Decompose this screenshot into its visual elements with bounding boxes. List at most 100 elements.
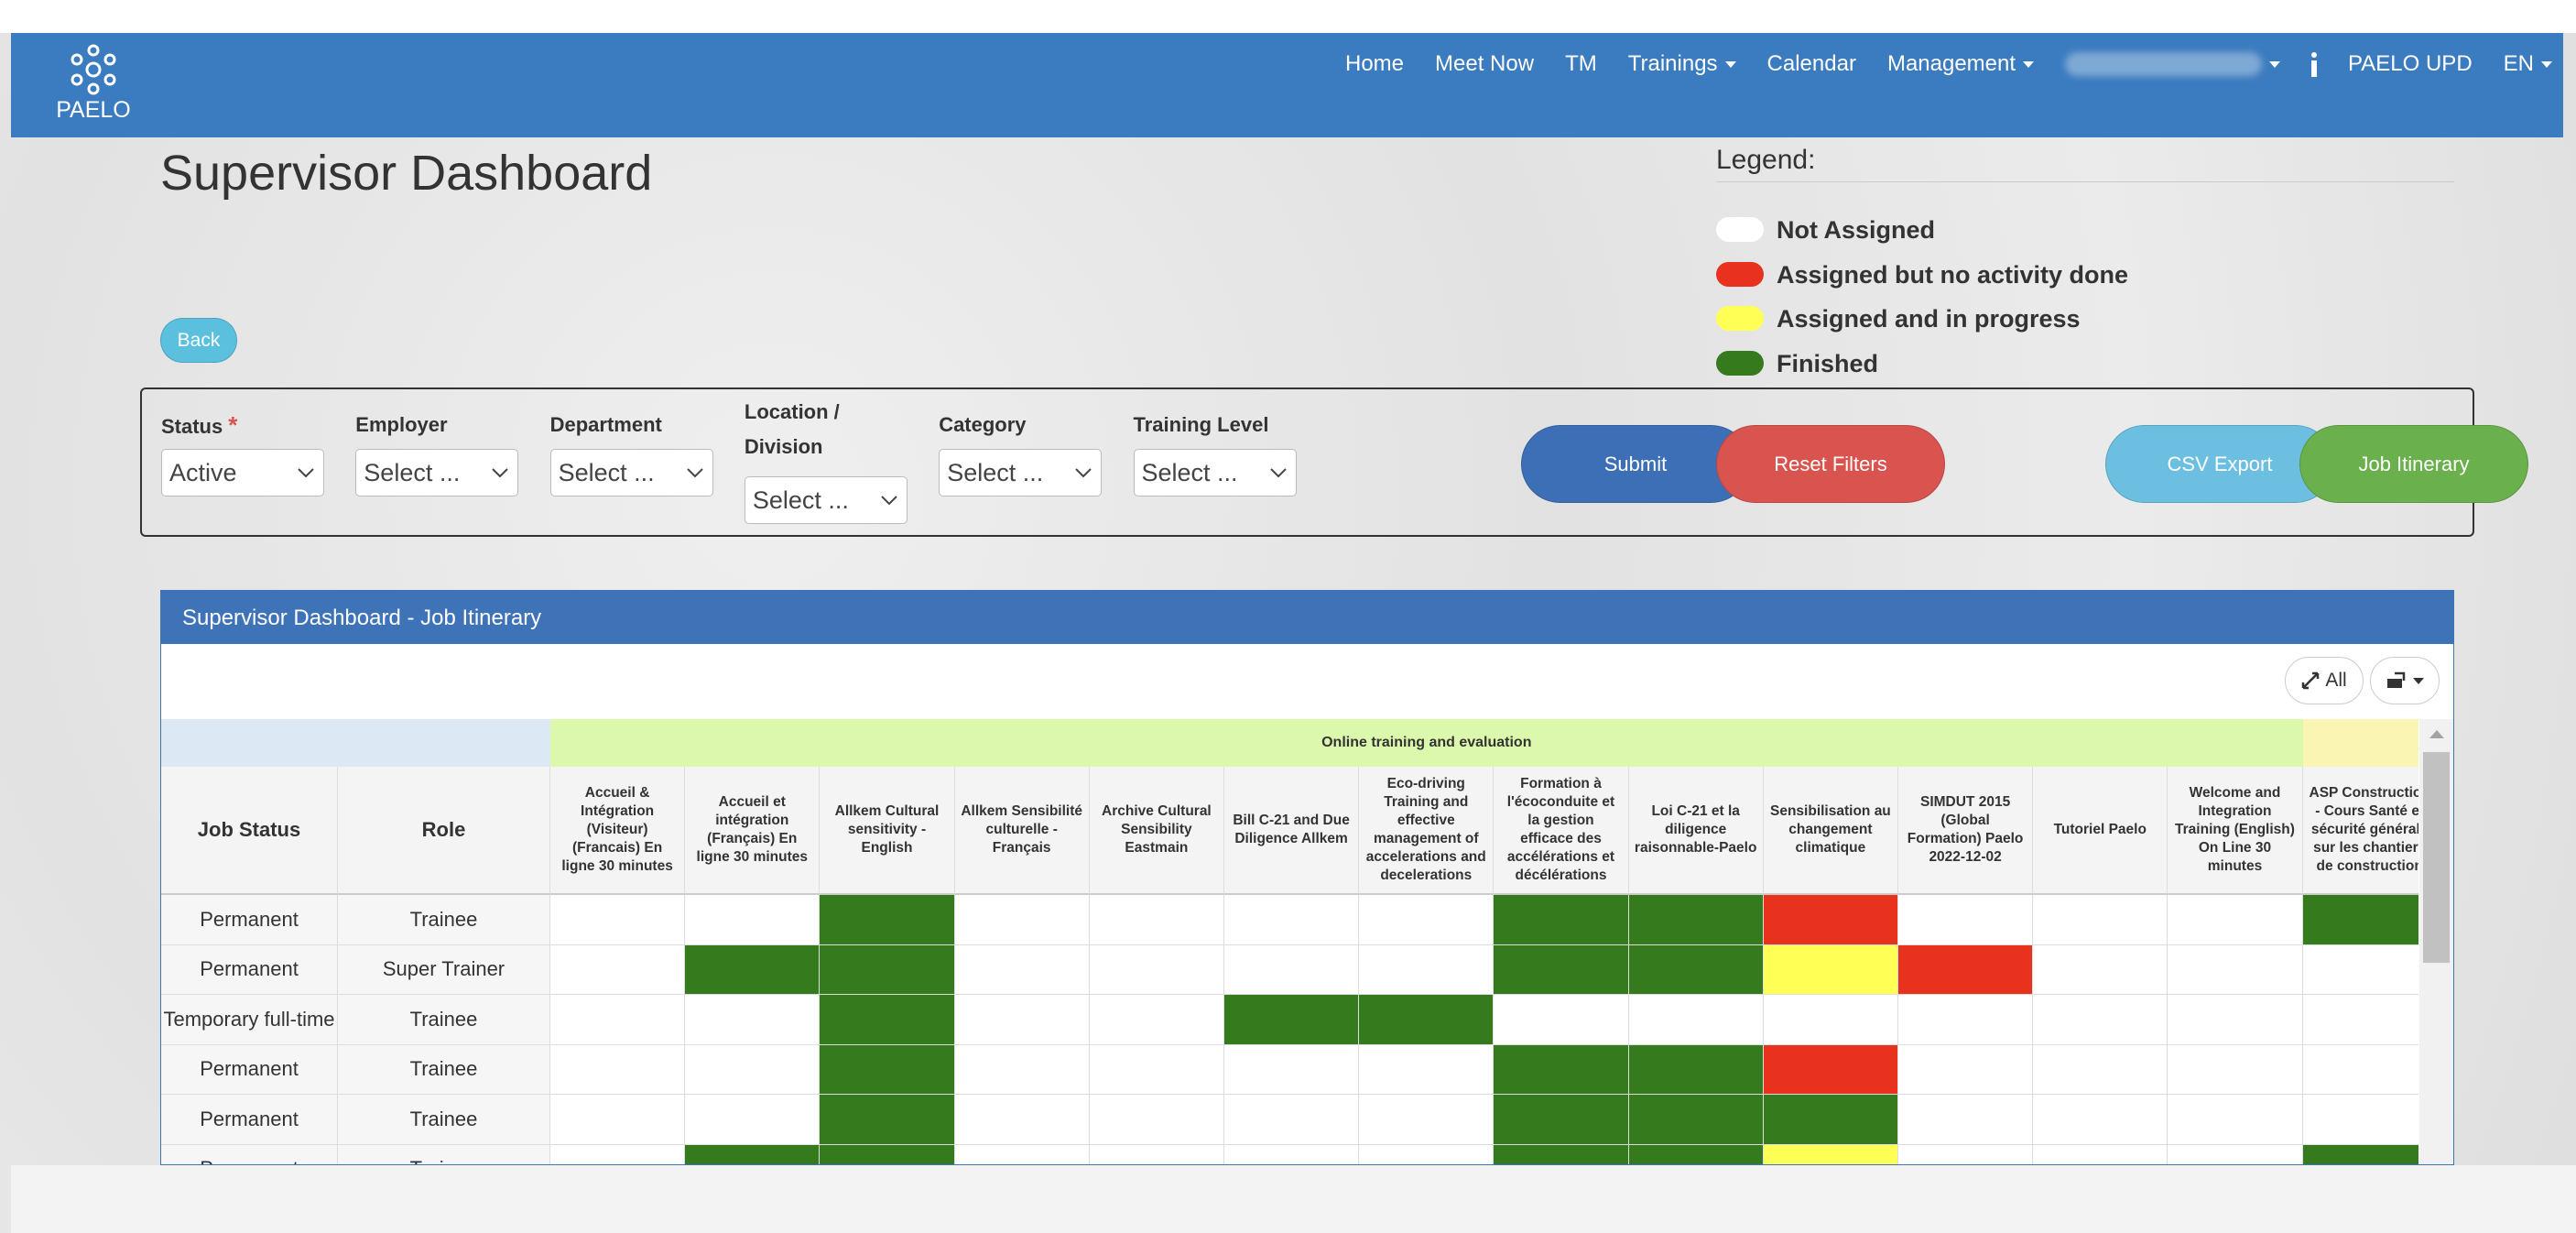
filter-select[interactable]: Select ...: [549, 449, 713, 496]
status-cell: [685, 1095, 821, 1145]
status-cell: [1763, 995, 1898, 1045]
status-cell: [1224, 1044, 1360, 1095]
column-header[interactable]: Allkem Sensibilité culturelle - Français: [954, 767, 1090, 895]
status-cell: [1628, 1044, 1764, 1095]
legend-rule: [1716, 181, 2454, 182]
nav-link-text: Management: [1886, 51, 2016, 76]
status-cell: [1359, 895, 1495, 945]
legend-swatch: [1716, 217, 1764, 242]
status-cell: [820, 895, 955, 945]
back-button[interactable]: Back: [160, 318, 237, 363]
filter-select[interactable]: Select ...: [744, 476, 908, 524]
status-cell: [2033, 895, 2168, 945]
column-header[interactable]: Bill C-21 and Due Diligence Allkem: [1224, 767, 1360, 895]
required-marker: *: [228, 411, 238, 439]
action-button[interactable]: Job Itinerary: [2299, 425, 2528, 503]
column-header[interactable]: Loi C-21 et la diligence raisonnable-Pae…: [1628, 767, 1764, 895]
column-header[interactable]: Formation à l'écoconduite et la gestion …: [1494, 767, 1629, 895]
filter-select-value: Select ...: [752, 486, 849, 514]
expand-all-button[interactable]: All: [2285, 657, 2364, 704]
column-header[interactable]: ASP Construction - Cours Santé et sécuri…: [2302, 767, 2418, 895]
brand-logo: [71, 44, 116, 95]
job-status-cell: Temporary full-time: [161, 995, 338, 1045]
column-header[interactable]: Eco-driving Training and effective manag…: [1359, 767, 1495, 895]
role-cell: Trainee: [338, 995, 550, 1045]
nav-link[interactable]: Management: [1886, 51, 2035, 77]
status-cell: [954, 944, 1090, 995]
status-cell: [1224, 1144, 1360, 1164]
action-button[interactable]: Submit: [1521, 425, 1750, 503]
filter-label-text: Training Level: [1133, 413, 1269, 436]
column-header[interactable]: SIMDUT 2015 (Global Formation) Paelo 202…: [1898, 767, 2034, 895]
filter-label: Category: [939, 408, 1122, 442]
status-cell: [820, 944, 955, 995]
scrollbar-thumb: [2423, 752, 2450, 963]
legend-swatch: [1716, 306, 1764, 331]
status-cell: [2168, 1044, 2303, 1095]
status-cell: [1224, 944, 1360, 995]
column-header[interactable]: Sensibilisation au changement climatique: [1763, 767, 1898, 895]
action-button[interactable]: Reset Filters: [1716, 425, 1945, 503]
export-button[interactable]: [2370, 657, 2440, 704]
job-status-cell: Permanent: [161, 1095, 338, 1145]
column-header[interactable]: Welcome and Integration Training (Englis…: [2168, 767, 2303, 895]
itinerary-table: Online training and evaluation Job Status…: [161, 719, 2418, 1164]
status-cell: [1224, 895, 1360, 945]
column-header[interactable]: Accueil et intégration (Français) En lig…: [685, 767, 821, 895]
select-chevron: [1269, 468, 1287, 478]
column-header[interactable]: Tutoriel Paelo: [2033, 767, 2168, 895]
status-cell: [550, 1095, 686, 1145]
filter-select[interactable]: Select ...: [1133, 449, 1297, 496]
legend-label: Assigned and in progress: [1777, 305, 2081, 333]
filter-select-value: Active: [169, 458, 237, 486]
filter-select[interactable]: Select ...: [939, 449, 1103, 496]
expand-label: All: [2325, 670, 2347, 691]
info-bar: [2311, 60, 2318, 77]
status-cell: [550, 1044, 686, 1095]
status-cell: [2168, 1144, 2303, 1164]
dropdown-caret: [2541, 61, 2552, 69]
page-title: Supervisor Dashboard: [160, 146, 653, 201]
column-header[interactable]: Allkem Cultural sensitivity - English: [820, 767, 955, 895]
status-cell: [1898, 944, 2034, 995]
status-cell: [1359, 1095, 1495, 1145]
nav-link[interactable]: Meet Now: [1435, 51, 1534, 77]
nav-link[interactable]: Calendar: [1767, 51, 1856, 77]
scroll-up-arrow: [2429, 730, 2444, 738]
filter-select[interactable]: Select ...: [355, 449, 519, 496]
nav-link[interactable]: TM: [1565, 51, 1597, 77]
status-cell: [2168, 1095, 2303, 1145]
user-menu[interactable]: [2065, 52, 2281, 76]
column-header[interactable]: Role: [338, 767, 550, 895]
status-cell: [685, 995, 821, 1045]
status-cell: [550, 895, 686, 945]
info-icon[interactable]: [2311, 51, 2318, 77]
status-cell: [1898, 1095, 2034, 1145]
nav-link-text: TM: [1565, 51, 1597, 76]
status-cell: [685, 895, 821, 945]
action-button[interactable]: CSV Export: [2105, 425, 2334, 503]
status-cell: [1628, 995, 1764, 1045]
column-header[interactable]: Archive Cultural Sensibility Eastmain: [1089, 767, 1224, 895]
column-header[interactable]: Job Status: [161, 767, 338, 895]
status-cell: [1089, 1144, 1224, 1164]
nav-link[interactable]: Trainings: [1628, 51, 1736, 77]
nav-link[interactable]: Home: [1345, 51, 1404, 77]
top-strip: [0, 0, 2576, 33]
nav-menu: Home Meet Now TM Trainings Calendar Managemen…: [1345, 49, 2552, 79]
filter-select[interactable]: Active: [161, 449, 324, 496]
status-cell: [2168, 995, 2303, 1045]
select-chevron: [298, 468, 314, 478]
export-caret: [2413, 677, 2424, 684]
status-cell: [1628, 944, 1764, 995]
scrollbar-track[interactable]: [2419, 719, 2453, 1164]
filter-label: Training Level: [1134, 408, 1317, 442]
dropdown-caret: [2023, 61, 2035, 69]
status-cell: [685, 944, 821, 995]
nav-link[interactable]: PAELO UPD: [2348, 51, 2473, 77]
nav-link-text: Trainings: [1627, 51, 1718, 76]
nav-link[interactable]: EN: [2504, 51, 2552, 77]
status-cell: [954, 1095, 1090, 1145]
filter-select-value: Select ...: [364, 458, 461, 486]
column-header[interactable]: Accueil & Intégration (Visiteur) (Franca…: [550, 767, 686, 895]
